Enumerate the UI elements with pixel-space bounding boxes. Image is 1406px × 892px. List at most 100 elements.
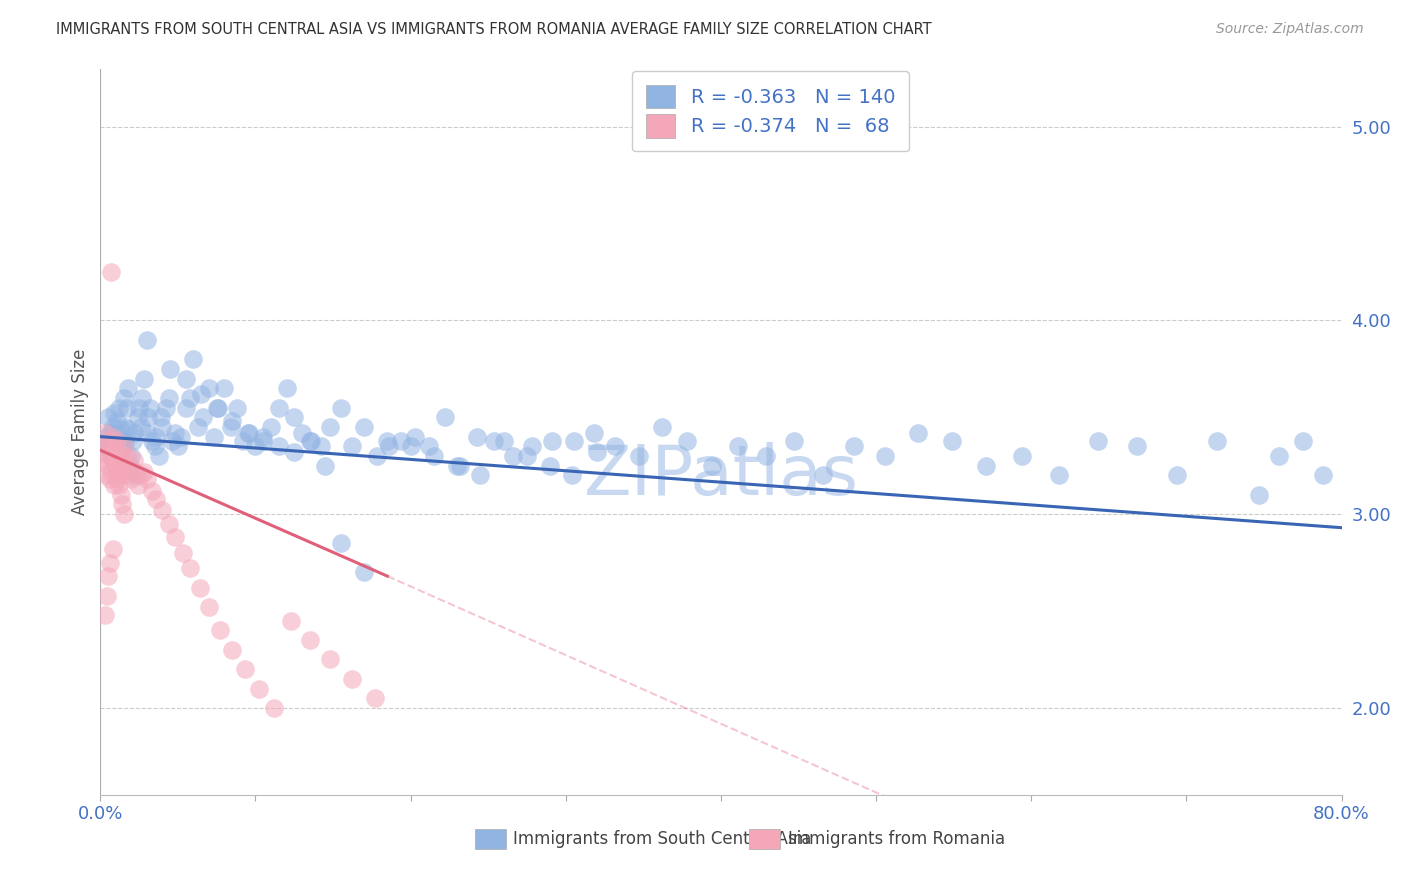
Point [245,439,267,453]
Point [108,445,131,459]
Point [98,449,121,463]
Point [104,449,127,463]
Point [97,439,120,453]
Text: ZIPatlas: ZIPatlas [583,442,859,508]
Point [252,430,274,444]
Point [727,439,749,453]
Point [974,458,997,473]
Point [103,439,125,453]
Point [100,449,122,463]
Point [122,434,145,448]
Point [114,437,136,451]
Point [111,468,134,483]
Point [128,401,150,415]
Point [94,453,117,467]
Point [340,672,363,686]
Point [280,614,302,628]
Point [174,371,197,385]
Point [516,449,538,463]
Point [260,420,283,434]
Point [1125,439,1147,453]
Point [120,449,142,463]
Point [627,449,650,463]
Point [205,401,228,415]
Point [755,449,778,463]
Point [118,458,141,473]
Point [283,445,305,459]
Point [96,589,118,603]
Point [145,430,167,444]
Point [122,465,145,479]
Text: Immigrants from Romania: Immigrants from Romania [789,830,1005,847]
Point [108,465,131,479]
Point [111,449,134,463]
Point [1268,449,1291,463]
Point [149,410,172,425]
Point [96,430,118,444]
Point [117,468,139,483]
Point [283,410,305,425]
Point [101,430,124,444]
Point [377,434,399,448]
Point [582,425,605,440]
Point [418,439,440,453]
Point [110,453,132,467]
Legend: R = -0.363   N = 140, R = -0.374   N =  68: R = -0.363 N = 140, R = -0.374 N = 68 [633,71,908,152]
Point [298,434,321,448]
Point [159,361,181,376]
Point [163,530,186,544]
Point [103,478,125,492]
Point [492,434,515,448]
Point [155,401,177,415]
Point [160,434,183,448]
Point [174,401,197,415]
Point [104,458,127,473]
Point [170,430,193,444]
Point [143,439,166,453]
Point [104,425,127,440]
Point [107,472,129,486]
Point [107,449,129,463]
Point [208,624,231,638]
Point [100,434,122,448]
Point [163,425,186,440]
Point [187,420,209,434]
Point [108,435,131,450]
Point [520,439,543,453]
Point [183,352,205,367]
Point [139,401,162,415]
Point [675,434,697,448]
Text: Immigrants from South Central Asia: Immigrants from South Central Asia [513,830,811,847]
Point [700,458,723,473]
Point [172,546,194,560]
Point [446,458,468,473]
Point [98,425,121,440]
Point [540,434,562,448]
Point [103,434,125,448]
Point [247,681,270,696]
Point [1087,434,1109,448]
Point [470,468,492,483]
Point [132,465,155,479]
Point [329,536,352,550]
Point [188,581,211,595]
Point [98,556,121,570]
Point [120,472,142,486]
Point [423,449,446,463]
Point [117,422,139,436]
Point [276,381,298,395]
Point [844,439,866,453]
Text: Source: ZipAtlas.com: Source: ZipAtlas.com [1216,22,1364,37]
Point [97,434,120,448]
Point [225,401,247,415]
Point [353,420,375,434]
Point [378,439,401,453]
Point [389,434,412,448]
Point [1292,434,1315,448]
Point [100,465,122,479]
Point [112,507,135,521]
Point [340,439,363,453]
Point [198,381,221,395]
Point [291,425,314,440]
Point [108,401,131,415]
